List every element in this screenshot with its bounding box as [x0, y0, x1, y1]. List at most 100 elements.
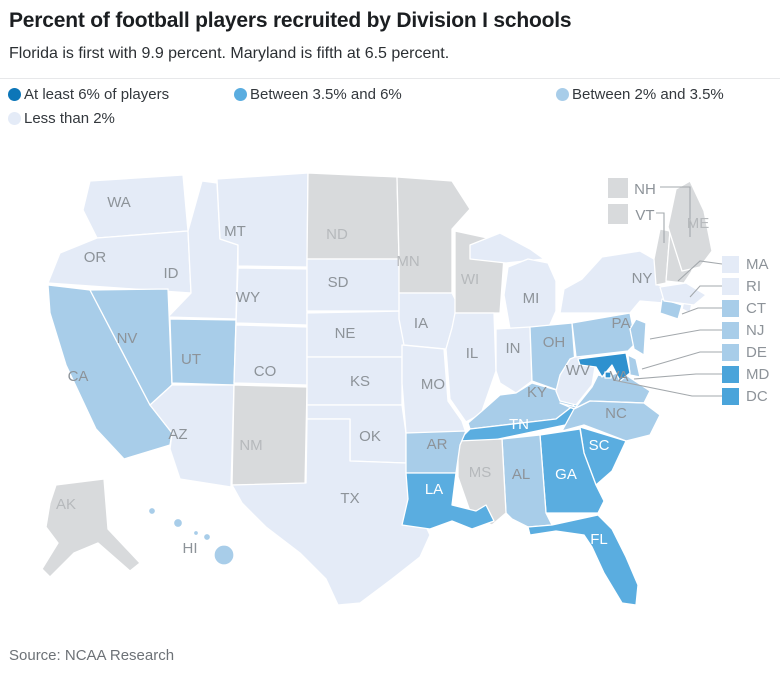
state-label-il: IL — [466, 345, 479, 362]
state-tx — [231, 418, 431, 606]
state-ms — [457, 438, 507, 526]
callout-label-md: MD — [746, 366, 769, 383]
state-label-wy: WY — [236, 289, 260, 306]
state-pa — [571, 312, 637, 358]
hi-island — [202, 532, 212, 542]
state-label-tx: TX — [340, 490, 359, 507]
state-label-mn: MN — [396, 253, 419, 270]
header: Percent of football players recruited by… — [0, 9, 780, 63]
leader-md — [633, 373, 722, 380]
state-label-mi: MI — [523, 290, 540, 307]
legend-label: At least 6% of players — [24, 86, 170, 103]
state-label-wv: WV — [566, 362, 590, 379]
callout-labels: MA RI CT NJ DE MD DC — [746, 256, 769, 405]
us-choropleth-map: WA OR ID MT ND SD WY NV UT CA CO AZ NM N… — [41, 172, 769, 606]
state-mi — [503, 258, 557, 330]
state-sd — [306, 258, 405, 312]
state-labels: WA OR ID MT ND SD WY NV UT CA CO AZ NM N… — [56, 181, 709, 557]
leader-ma — [677, 260, 723, 282]
state-label-sc: SC — [589, 437, 610, 454]
hi-island — [172, 517, 184, 529]
state-label-ut: UT — [181, 351, 201, 368]
leader-dc — [612, 379, 722, 397]
state-label-or: OR — [84, 249, 107, 266]
page-title: Percent of football players recruited by… — [9, 9, 572, 32]
legend-item-between-2-35: Between 2% and 3.5% — [556, 86, 724, 103]
inset-swatch-nh — [608, 178, 628, 198]
callout-label-dc: DC — [746, 388, 768, 405]
legend-label: Between 3.5% and 6% — [250, 86, 402, 103]
state-ma — [659, 282, 707, 306]
state-label-sd: SD — [328, 274, 349, 291]
hi-island — [147, 506, 157, 516]
callout-label-de: DE — [746, 344, 767, 361]
inset-swatches — [608, 178, 628, 224]
legend-swatch-light-icon — [556, 88, 569, 101]
state-label-ky: KY — [527, 384, 547, 401]
state-label-ne: NE — [335, 325, 356, 342]
callout-swatch-nj — [722, 322, 739, 339]
state-ne — [306, 310, 409, 358]
callout-label-ri: RI — [746, 278, 761, 295]
state-mo — [401, 344, 467, 434]
state-label-me: ME — [687, 215, 710, 232]
state-or — [47, 230, 192, 294]
state-label-oh: OH — [543, 334, 566, 351]
state-ga — [539, 428, 605, 514]
legend-item-at-least-6: At least 6% of players — [8, 86, 169, 103]
legend-label: Less than 2% — [24, 110, 115, 127]
state-md — [577, 352, 631, 382]
state-label-ca: CA — [68, 368, 89, 385]
callout-swatch-ma — [722, 256, 739, 273]
callout-label-ct: CT — [746, 300, 766, 317]
page-subtitle: Florida is first with 9.9 percent. Maryl… — [9, 45, 450, 62]
state-label-wi: WI — [461, 271, 479, 288]
leader-vt — [656, 212, 665, 243]
state-label-va: VA — [610, 368, 629, 385]
hi-island — [213, 544, 235, 566]
state-label-la: LA — [425, 481, 443, 498]
legend-label: Between 2% and 3.5% — [572, 86, 724, 103]
state-label-az: AZ — [168, 426, 187, 443]
state-label-ms: MS — [469, 464, 492, 481]
leader-lines — [612, 186, 723, 397]
state-label-al: AL — [512, 466, 530, 483]
state-label-nd: ND — [326, 226, 348, 243]
state-wa — [82, 174, 189, 239]
state-ut — [169, 318, 237, 386]
state-label-ar: AR — [427, 436, 448, 453]
inset-label-nh: NH — [634, 181, 656, 198]
hi-island — [192, 529, 200, 537]
state-label-nv: NV — [117, 330, 138, 347]
legend-swatch-dark-icon — [8, 88, 21, 101]
state-label-ak: AK — [56, 496, 76, 513]
state-shapes — [41, 172, 713, 606]
state-label-ok: OK — [359, 428, 381, 445]
source-line: Source: NCAA Research — [9, 647, 175, 664]
leader-nj — [649, 329, 722, 340]
state-label-ia: IA — [414, 315, 428, 332]
state-mi-upper — [469, 232, 545, 264]
state-label-id: ID — [164, 265, 179, 282]
state-label-mt: MT — [224, 223, 246, 240]
state-fl — [527, 514, 639, 606]
state-label-nm: NM — [239, 437, 262, 454]
callout-swatch-ri — [722, 278, 739, 295]
inset-label-vt: VT — [635, 207, 654, 224]
callout-swatches — [722, 256, 739, 405]
state-nd — [306, 172, 400, 260]
inset-swatch-vt — [608, 204, 628, 224]
state-la — [401, 472, 495, 530]
callout-swatch-md — [722, 366, 739, 383]
leader-ri — [689, 285, 722, 298]
state-label-co: CO — [254, 363, 277, 380]
state-mn — [396, 176, 471, 294]
state-il — [445, 312, 497, 423]
callout-label-ma: MA — [746, 256, 769, 273]
state-label-ga: GA — [555, 466, 577, 483]
leader-de — [641, 351, 722, 370]
state-ak — [41, 478, 141, 578]
legend-swatch-pale-icon — [8, 112, 21, 125]
state-nj — [629, 318, 647, 356]
